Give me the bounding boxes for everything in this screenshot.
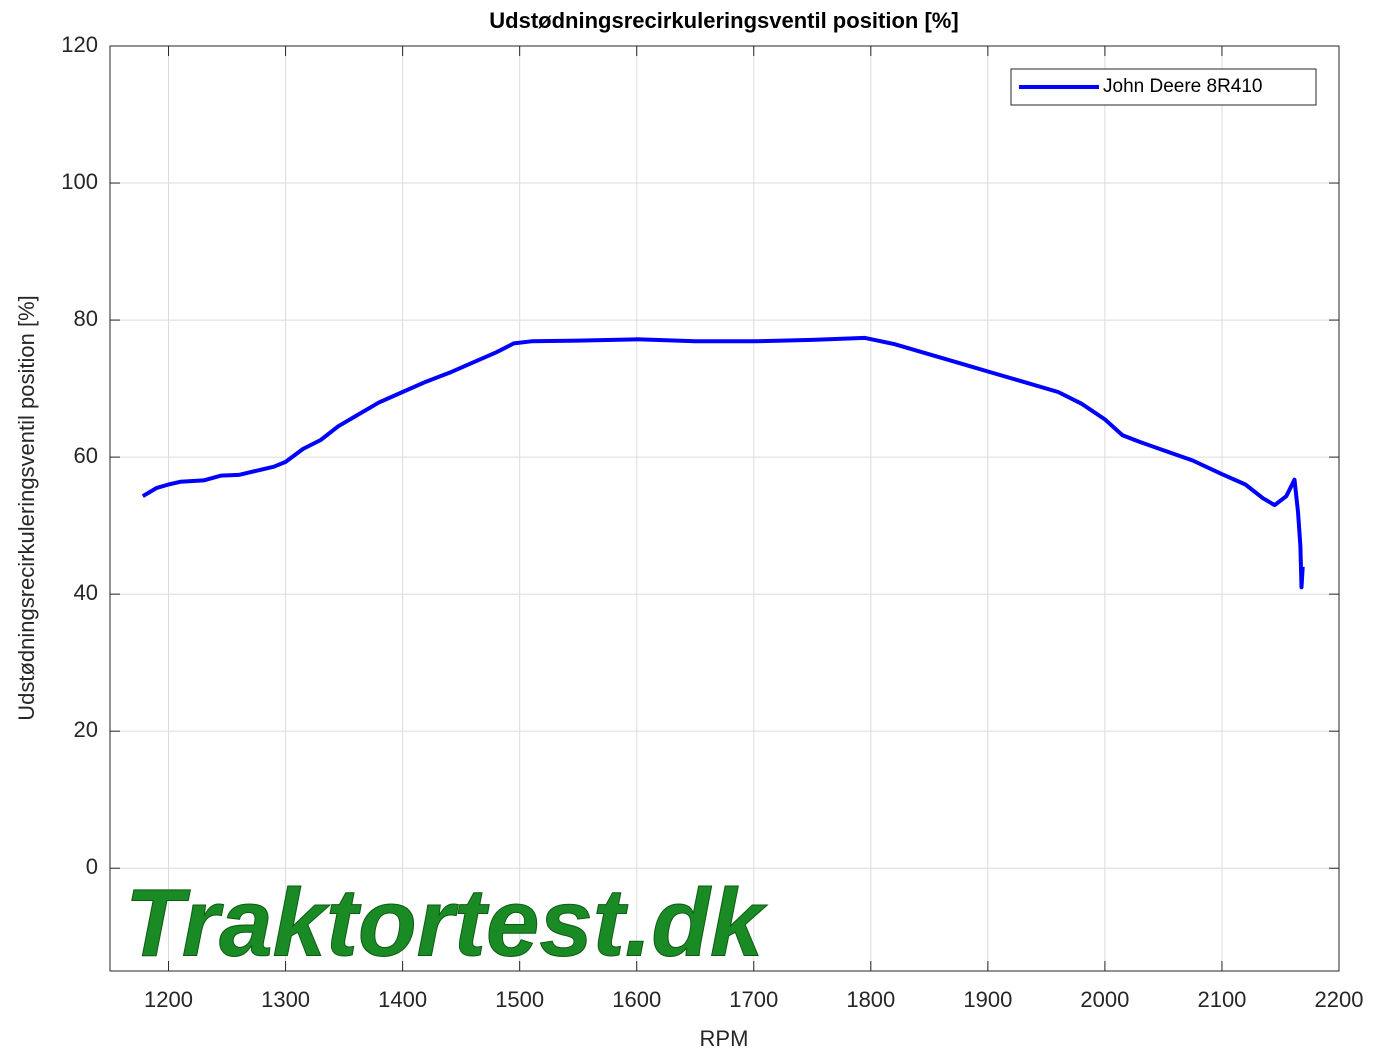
- plot-frame: [109, 45, 1340, 972]
- y-tick-label: 60: [74, 443, 98, 468]
- y-tick-label: 80: [74, 306, 98, 331]
- x-tick-label: 1800: [846, 987, 895, 1012]
- x-tick-label: 1600: [612, 987, 661, 1012]
- y-tick-label: 100: [61, 169, 98, 194]
- x-tick-label: 2100: [1197, 987, 1246, 1012]
- x-tick-label: 1200: [144, 987, 193, 1012]
- x-tick-label: 1700: [729, 987, 778, 1012]
- y-tick-label: 0: [86, 854, 98, 879]
- x-axis-label: RPM: [700, 1026, 749, 1051]
- data-line: [141, 335, 1305, 590]
- y-tick-label: 120: [61, 32, 98, 57]
- y-tick-label: 40: [74, 580, 98, 605]
- y-axis-label: Udstødningsrecirkuleringsventil position…: [14, 295, 39, 721]
- x-tick-label: 1400: [378, 987, 427, 1012]
- x-tick-label: 1500: [495, 987, 544, 1012]
- chart-title: Udstødningsrecirkuleringsventil position…: [489, 8, 958, 33]
- watermark: Traktortest.dk: [125, 869, 768, 976]
- x-tick-label: 1900: [963, 987, 1012, 1012]
- legend-label: John Deere 8R410: [1103, 76, 1263, 97]
- y-tick-label: 20: [74, 717, 98, 742]
- x-tick-label: 2200: [1315, 987, 1364, 1012]
- x-tick-label: 1300: [261, 987, 310, 1012]
- x-tick-label: 2000: [1080, 987, 1129, 1012]
